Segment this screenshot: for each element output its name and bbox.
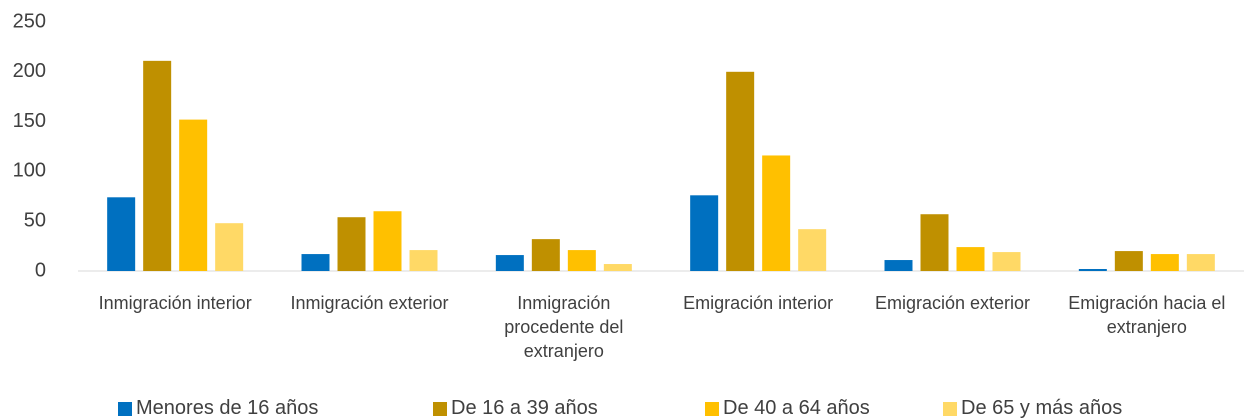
bar bbox=[301, 254, 330, 271]
legend-label: De 16 a 39 años bbox=[451, 397, 598, 419]
legend-swatch bbox=[118, 401, 132, 416]
x-tick-label: Emigración hacia el extranjero bbox=[1068, 293, 1226, 337]
bar bbox=[143, 60, 172, 272]
legend-label: De 40 a 64 años bbox=[723, 397, 870, 419]
y-tick-label: 0 bbox=[35, 259, 46, 281]
x-tick-label: Inmigración interior bbox=[98, 293, 252, 313]
y-tick-label: 50 bbox=[24, 209, 46, 231]
legend-item: Menores de 16 años bbox=[118, 397, 318, 420]
y-tick-label: 250 bbox=[13, 10, 46, 32]
y-tick-label: 200 bbox=[13, 60, 46, 82]
legend-swatch bbox=[705, 401, 719, 416]
x-tick-label: Inmigración procedente del extranjero bbox=[504, 293, 624, 361]
x-tick-label: Emigración exterior bbox=[874, 293, 1031, 313]
bar bbox=[107, 197, 136, 271]
bar bbox=[179, 119, 208, 271]
x-tick-label: Inmigración exterior bbox=[290, 293, 449, 313]
bar bbox=[956, 247, 985, 271]
legend-swatch bbox=[943, 401, 957, 416]
bar bbox=[337, 217, 366, 271]
bar bbox=[1114, 251, 1143, 271]
bar bbox=[409, 250, 438, 271]
bar bbox=[373, 211, 402, 271]
y-tick-label: 100 bbox=[13, 160, 46, 182]
bar bbox=[215, 223, 244, 271]
bar bbox=[690, 195, 719, 271]
bar bbox=[884, 260, 913, 271]
legend-swatch bbox=[433, 401, 447, 416]
bar bbox=[567, 250, 596, 271]
bar bbox=[1150, 254, 1179, 271]
bar bbox=[726, 71, 755, 271]
x-tick-label: Emigración interior bbox=[683, 293, 834, 313]
legend-item: De 65 y más años bbox=[943, 397, 1122, 420]
bar bbox=[495, 255, 524, 271]
legend-label: Menores de 16 años bbox=[136, 397, 319, 419]
bar bbox=[762, 155, 791, 271]
legend-item: De 16 a 39 años bbox=[433, 397, 598, 420]
legend-label: De 65 y más años bbox=[961, 397, 1123, 419]
bar bbox=[798, 229, 827, 271]
bar bbox=[603, 264, 632, 271]
legend-item: De 40 a 64 años bbox=[705, 397, 870, 420]
y-tick-label: 150 bbox=[13, 110, 46, 132]
bar bbox=[1078, 269, 1107, 271]
bar bbox=[920, 214, 949, 271]
bar bbox=[531, 239, 560, 271]
bar bbox=[1186, 254, 1215, 271]
bar bbox=[992, 252, 1021, 271]
